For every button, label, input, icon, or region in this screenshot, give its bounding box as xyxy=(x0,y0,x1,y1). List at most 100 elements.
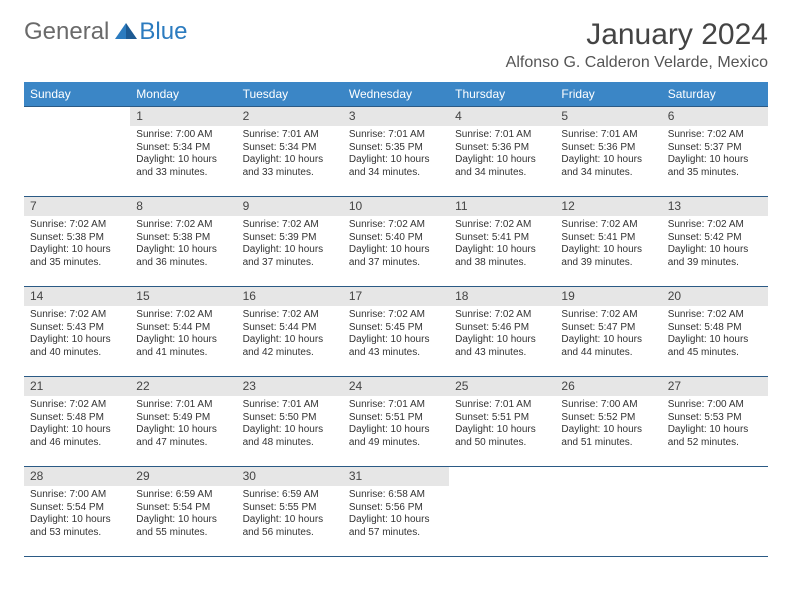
sunset-text: Sunset: 5:49 PM xyxy=(136,412,230,425)
sunrise-text: Sunrise: 7:02 AM xyxy=(668,309,762,322)
daylight-text: Daylight: 10 hours and 52 minutes. xyxy=(668,424,762,449)
day-number: 26 xyxy=(555,377,661,396)
day-number: 25 xyxy=(449,377,555,396)
sunrise-text: Sunrise: 7:02 AM xyxy=(30,219,124,232)
calendar-day-cell: 20Sunrise: 7:02 AMSunset: 5:48 PMDayligh… xyxy=(662,287,768,377)
weekday-header-row: Sunday Monday Tuesday Wednesday Thursday… xyxy=(24,82,768,107)
calendar-day-cell: 5Sunrise: 7:01 AMSunset: 5:36 PMDaylight… xyxy=(555,107,661,197)
daylight-text: Daylight: 10 hours and 44 minutes. xyxy=(561,334,655,359)
calendar-day-cell: 26 Sunrise: 7:00 AMSunset: 5:52 PMDayligh… xyxy=(555,377,661,467)
day-content: Sunrise: 7:02 AMSunset: 5:38 PMDaylight:… xyxy=(130,216,236,273)
day-content: Sunrise: 7:02 AMSunset: 5:41 PMDaylight:… xyxy=(555,216,661,273)
sunrise-text: Sunrise: 7:02 AM xyxy=(668,219,762,232)
daylight-text: Daylight: 10 hours and 40 minutes. xyxy=(30,334,124,359)
sunset-text: Sunset: 5:36 PM xyxy=(561,142,655,155)
sunset-text: Sunset: 5:50 PM xyxy=(243,412,337,425)
sunset-text: Sunset: 5:38 PM xyxy=(136,232,230,245)
sunset-text: Sunset: 5:51 PM xyxy=(349,412,443,425)
day-number: 14 xyxy=(24,287,130,306)
day-content: Sunrise: 7:02 AMSunset: 5:44 PMDaylight:… xyxy=(237,306,343,363)
day-content: Sunrise: 7:01 AMSunset: 5:36 PMDaylight:… xyxy=(555,126,661,183)
sunrise-text: Sunrise: 7:01 AM xyxy=(349,399,443,412)
weekday-header: Wednesday xyxy=(343,82,449,107)
day-content: Sunrise: 7:01 AMSunset: 5:35 PMDaylight:… xyxy=(343,126,449,183)
day-content: Sunrise: 7:01 AMSunset: 5:36 PMDaylight:… xyxy=(449,126,555,183)
daylight-text: Daylight: 10 hours and 57 minutes. xyxy=(349,514,443,539)
calendar-day-cell xyxy=(555,467,661,557)
daylight-text: Daylight: 10 hours and 33 minutes. xyxy=(243,154,337,179)
month-title: January 2024 xyxy=(506,18,768,52)
day-content: Sunrise: 7:01 AMSunset: 5:50 PMDaylight:… xyxy=(237,396,343,453)
day-content: Sunrise: 7:02 AMSunset: 5:41 PMDaylight:… xyxy=(449,216,555,273)
sunrise-text: Sunrise: 7:02 AM xyxy=(561,309,655,322)
calendar-day-cell: 10Sunrise: 7:02 AMSunset: 5:40 PMDayligh… xyxy=(343,197,449,287)
calendar-day-cell: 14Sunrise: 7:02 AMSunset: 5:43 PMDayligh… xyxy=(24,287,130,377)
day-content: Sunrise: 7:02 AMSunset: 5:48 PMDaylight:… xyxy=(24,396,130,453)
day-content: Sunrise: 7:01 AMSunset: 5:51 PMDaylight:… xyxy=(343,396,449,453)
day-number: 2 xyxy=(237,107,343,126)
day-number: 7 xyxy=(24,197,130,216)
day-number: 4 xyxy=(449,107,555,126)
day-number: 8 xyxy=(130,197,236,216)
logo-text-general: General xyxy=(24,18,109,46)
weekday-header: Sunday xyxy=(24,82,130,107)
sunrise-text: Sunrise: 7:01 AM xyxy=(455,129,549,142)
day-content: Sunrise: 7:02 AMSunset: 5:46 PMDaylight:… xyxy=(449,306,555,363)
calendar-day-cell: 17Sunrise: 7:02 AMSunset: 5:45 PMDayligh… xyxy=(343,287,449,377)
day-content: Sunrise: 7:01 AMSunset: 5:51 PMDaylight:… xyxy=(449,396,555,453)
sunrise-text: Sunrise: 7:02 AM xyxy=(136,219,230,232)
calendar-day-cell: 7 Sunrise: 7:02 AMSunset: 5:38 PMDaylight… xyxy=(24,197,130,287)
sunset-text: Sunset: 5:48 PM xyxy=(668,322,762,335)
daylight-text: Daylight: 10 hours and 33 minutes. xyxy=(136,154,230,179)
sunrise-text: Sunrise: 6:59 AM xyxy=(243,489,337,502)
day-number: 6 xyxy=(662,107,768,126)
sunset-text: Sunset: 5:41 PM xyxy=(561,232,655,245)
day-content: Sunrise: 7:01 AMSunset: 5:49 PMDaylight:… xyxy=(130,396,236,453)
sunrise-text: Sunrise: 7:02 AM xyxy=(455,219,549,232)
sunrise-text: Sunrise: 7:02 AM xyxy=(349,309,443,322)
day-number: 1 xyxy=(130,107,236,126)
day-content: Sunrise: 7:02 AMSunset: 5:42 PMDaylight:… xyxy=(662,216,768,273)
day-number: 24 xyxy=(343,377,449,396)
day-content: Sunrise: 7:00 AMSunset: 5:54 PMDaylight:… xyxy=(24,486,130,543)
calendar-day-cell: 31Sunrise: 6:58 AMSunset: 5:56 PMDayligh… xyxy=(343,467,449,557)
daylight-text: Daylight: 10 hours and 41 minutes. xyxy=(136,334,230,359)
calendar-day-cell: 15Sunrise: 7:02 AMSunset: 5:44 PMDayligh… xyxy=(130,287,236,377)
sunrise-text: Sunrise: 7:00 AM xyxy=(561,399,655,412)
day-number: 30 xyxy=(237,467,343,486)
calendar-week-row: 14Sunrise: 7:02 AMSunset: 5:43 PMDayligh… xyxy=(24,287,768,377)
sunset-text: Sunset: 5:38 PM xyxy=(30,232,124,245)
day-content: Sunrise: 7:02 AMSunset: 5:40 PMDaylight:… xyxy=(343,216,449,273)
calendar-week-row: 7Sunrise: 7:02 AMSunset: 5:38 PMDaylight… xyxy=(24,197,768,287)
daylight-text: Daylight: 10 hours and 36 minutes. xyxy=(136,244,230,269)
day-content: Sunrise: 6:59 AMSunset: 5:55 PMDaylight:… xyxy=(237,486,343,543)
calendar-page: General Blue January 2024 Alfonso G. Cal… xyxy=(0,0,792,575)
sunrise-text: Sunrise: 7:00 AM xyxy=(136,129,230,142)
daylight-text: Daylight: 10 hours and 51 minutes. xyxy=(561,424,655,449)
daylight-text: Daylight: 10 hours and 34 minutes. xyxy=(349,154,443,179)
weekday-header: Thursday xyxy=(449,82,555,107)
sunrise-text: Sunrise: 7:01 AM xyxy=(243,399,337,412)
day-number: 22 xyxy=(130,377,236,396)
daylight-text: Daylight: 10 hours and 55 minutes. xyxy=(136,514,230,539)
daylight-text: Daylight: 10 hours and 35 minutes. xyxy=(30,244,124,269)
daylight-text: Daylight: 10 hours and 39 minutes. xyxy=(668,244,762,269)
sunrise-text: Sunrise: 7:02 AM xyxy=(136,309,230,322)
weekday-header: Friday xyxy=(555,82,661,107)
sunset-text: Sunset: 5:47 PM xyxy=(561,322,655,335)
day-number: 29 xyxy=(130,467,236,486)
day-number: 17 xyxy=(343,287,449,306)
daylight-text: Daylight: 10 hours and 45 minutes. xyxy=(668,334,762,359)
daylight-text: Daylight: 10 hours and 48 minutes. xyxy=(243,424,337,449)
sunset-text: Sunset: 5:44 PM xyxy=(243,322,337,335)
daylight-text: Daylight: 10 hours and 49 minutes. xyxy=(349,424,443,449)
day-number: 31 xyxy=(343,467,449,486)
sunrise-text: Sunrise: 7:01 AM xyxy=(561,129,655,142)
sunset-text: Sunset: 5:54 PM xyxy=(30,502,124,515)
sunrise-text: Sunrise: 6:59 AM xyxy=(136,489,230,502)
sunset-text: Sunset: 5:42 PM xyxy=(668,232,762,245)
day-number: 13 xyxy=(662,197,768,216)
sunset-text: Sunset: 5:34 PM xyxy=(243,142,337,155)
sunset-text: Sunset: 5:52 PM xyxy=(561,412,655,425)
day-number: 15 xyxy=(130,287,236,306)
